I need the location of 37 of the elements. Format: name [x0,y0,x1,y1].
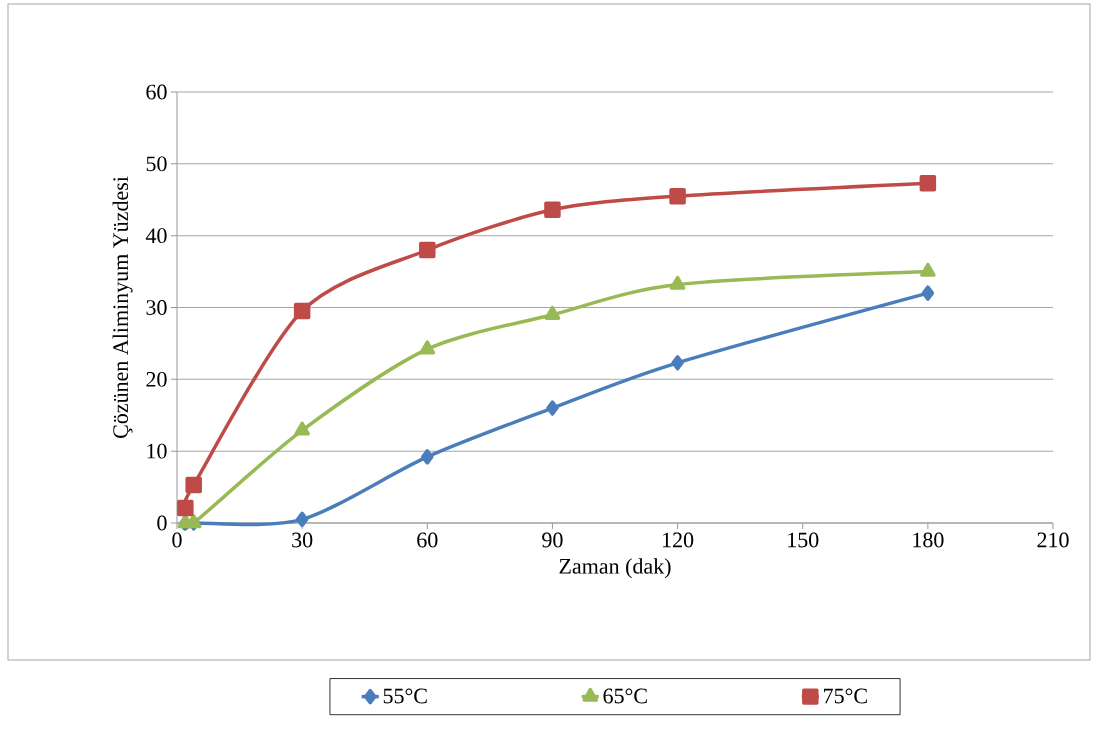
point [295,511,309,528]
y-tick-label: 60 [146,84,167,100]
legend-label: 65°C [603,688,647,704]
point [185,476,202,494]
x-tick-label: 60 [417,532,438,548]
point [293,302,311,320]
x-tick-label: 180 [913,532,944,548]
x-tick-label: 210 [1037,532,1069,548]
y-axis-title: Çözünen Aliminyum Yüzdesi [112,176,133,438]
point [671,355,684,371]
y-tick-label: 20 [146,371,167,387]
x-axis-title: Zaman (dak) [559,558,671,579]
point [544,201,561,219]
x-tick-label: 150 [788,532,819,548]
point [921,285,935,301]
x-tick-label: 90 [542,532,563,548]
point [177,499,194,517]
legend-label: 55°C [383,688,427,704]
point [669,275,686,290]
point [294,421,310,436]
y-tick-label: 50 [146,156,167,172]
y-tick-label: 0 [157,515,167,531]
point [669,187,686,205]
y-tick-label: 40 [145,228,167,244]
y-tick-label: 30 [146,300,167,315]
point [546,400,559,416]
x-tick-label: 120 [663,532,694,548]
point [919,174,937,192]
point [421,449,434,465]
point [920,262,936,277]
x-tick-label: 30 [292,532,313,548]
point [419,241,436,259]
x-tick-label: 0 [172,532,182,548]
legend-label: 75°C [824,688,867,704]
y-tick-label: 10 [147,443,167,459]
point [544,305,561,320]
point [419,340,436,355]
